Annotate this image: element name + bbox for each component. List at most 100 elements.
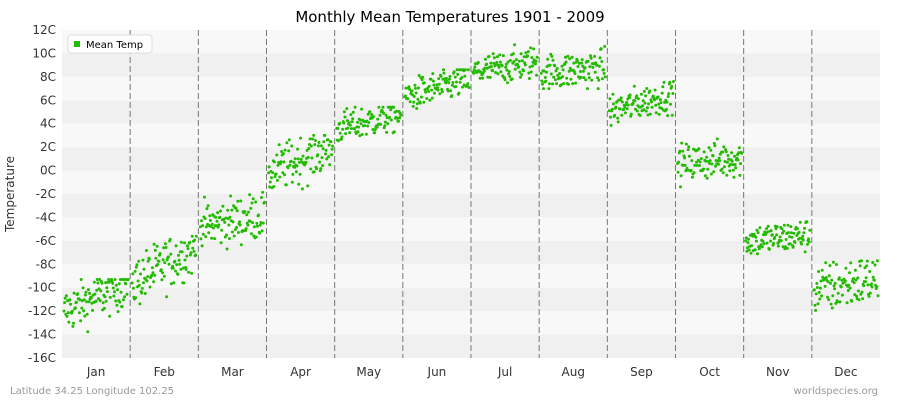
- data-point: [800, 242, 803, 246]
- data-point: [199, 237, 203, 241]
- data-point: [491, 69, 495, 73]
- data-point: [100, 281, 104, 285]
- data-point: [728, 169, 732, 173]
- data-point: [859, 259, 863, 263]
- data-point: [865, 264, 869, 268]
- data-point: [698, 164, 701, 167]
- data-point: [784, 238, 788, 241]
- data-point: [871, 261, 875, 264]
- data-point: [201, 224, 205, 228]
- data-point: [232, 234, 236, 238]
- data-point: [235, 209, 239, 213]
- data-point: [759, 243, 763, 247]
- data-point: [782, 229, 786, 233]
- data-point: [142, 281, 145, 285]
- data-point: [317, 141, 321, 144]
- x-tick-label: Nov: [766, 365, 789, 379]
- data-point: [775, 225, 779, 229]
- data-point: [183, 258, 187, 262]
- data-point: [623, 105, 627, 109]
- data-point: [382, 111, 386, 115]
- data-point: [171, 266, 175, 270]
- data-point: [827, 274, 831, 278]
- data-point: [312, 133, 316, 137]
- data-point: [359, 122, 363, 126]
- data-point: [120, 305, 124, 308]
- data-point: [200, 219, 203, 223]
- data-point: [281, 152, 285, 156]
- data-point: [186, 247, 190, 251]
- data-point: [868, 270, 872, 273]
- data-point: [440, 88, 444, 91]
- data-point: [709, 148, 713, 152]
- data-point: [111, 281, 115, 285]
- data-point: [328, 163, 332, 167]
- data-point: [408, 87, 412, 91]
- data-point: [517, 59, 521, 63]
- data-point: [472, 71, 476, 75]
- data-point: [346, 126, 350, 130]
- data-point: [216, 211, 220, 215]
- data-point: [392, 130, 396, 134]
- data-point: [744, 236, 748, 240]
- data-point: [609, 123, 613, 127]
- data-point: [862, 284, 866, 288]
- data-point: [211, 226, 215, 230]
- y-tick-label: 0C: [40, 164, 56, 178]
- data-point: [258, 231, 262, 235]
- data-point: [245, 213, 249, 217]
- data-point: [832, 284, 836, 288]
- data-point: [315, 167, 319, 171]
- data-point: [565, 76, 569, 80]
- data-point: [373, 131, 377, 135]
- data-point: [553, 64, 557, 68]
- data-point: [131, 272, 135, 276]
- data-point: [646, 113, 650, 117]
- data-point: [194, 253, 198, 257]
- data-point: [224, 216, 228, 220]
- data-point: [790, 235, 794, 239]
- data-point: [130, 281, 134, 285]
- data-point: [203, 195, 206, 199]
- data-point: [118, 278, 122, 281]
- data-point: [492, 56, 496, 60]
- data-point: [406, 97, 410, 101]
- data-point: [711, 154, 715, 158]
- data-point: [508, 75, 512, 78]
- data-point: [102, 306, 106, 310]
- data-point: [489, 61, 493, 65]
- data-point: [683, 163, 687, 167]
- data-point: [353, 127, 356, 131]
- data-point: [175, 263, 179, 267]
- data-point: [150, 273, 154, 277]
- data-point: [733, 154, 736, 158]
- data-point: [656, 95, 660, 99]
- data-point: [430, 96, 434, 100]
- data-point: [305, 148, 309, 152]
- data-point: [678, 149, 682, 153]
- data-point: [581, 69, 585, 73]
- data-point: [495, 60, 499, 64]
- data-point: [622, 108, 626, 112]
- data-point: [870, 285, 874, 289]
- data-point: [66, 311, 70, 315]
- data-point: [717, 162, 720, 166]
- data-point: [712, 141, 716, 145]
- data-point: [858, 264, 862, 268]
- data-point: [641, 104, 645, 108]
- data-point: [312, 170, 316, 174]
- data-point: [331, 144, 335, 148]
- data-point: [791, 245, 795, 249]
- data-point: [227, 223, 231, 227]
- data-point: [463, 68, 467, 72]
- data-point: [182, 281, 186, 285]
- data-point: [146, 275, 150, 279]
- data-point: [702, 167, 706, 171]
- data-point: [561, 68, 565, 72]
- data-point: [687, 145, 691, 149]
- data-point: [306, 155, 310, 159]
- data-point: [504, 62, 508, 66]
- data-point: [267, 171, 270, 175]
- data-point: [597, 64, 601, 68]
- data-point: [774, 227, 778, 231]
